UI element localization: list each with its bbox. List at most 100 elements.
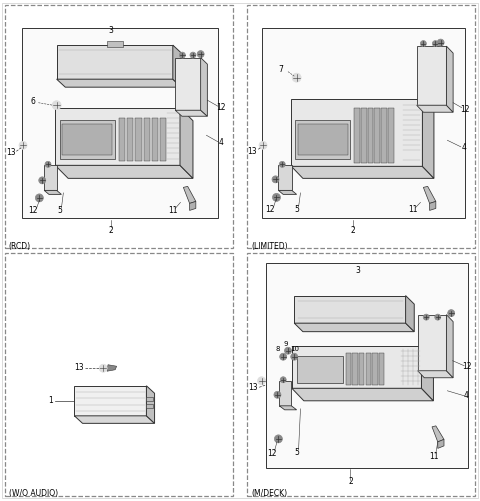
Polygon shape — [295, 120, 350, 159]
Text: 13: 13 — [6, 148, 15, 157]
Polygon shape — [292, 346, 421, 388]
Text: 3: 3 — [108, 26, 113, 35]
Polygon shape — [291, 166, 434, 178]
Polygon shape — [144, 118, 150, 161]
Polygon shape — [183, 186, 196, 203]
Polygon shape — [361, 108, 367, 163]
Polygon shape — [57, 79, 181, 87]
Text: 12: 12 — [462, 362, 471, 371]
Polygon shape — [201, 58, 207, 116]
Circle shape — [279, 161, 285, 167]
Text: (M/DECK): (M/DECK) — [251, 489, 287, 498]
Polygon shape — [135, 118, 142, 161]
Polygon shape — [146, 397, 153, 401]
Text: 5: 5 — [294, 448, 299, 457]
Polygon shape — [388, 108, 394, 163]
Text: 12: 12 — [265, 205, 275, 214]
Polygon shape — [421, 346, 433, 401]
Text: 1: 1 — [48, 396, 53, 405]
Polygon shape — [60, 120, 115, 159]
Text: 2: 2 — [348, 477, 353, 486]
Polygon shape — [107, 41, 123, 47]
Text: 12: 12 — [216, 103, 226, 112]
Polygon shape — [292, 388, 433, 401]
Polygon shape — [432, 426, 444, 442]
Bar — [266, 263, 468, 468]
Circle shape — [272, 176, 279, 183]
Bar — [262, 28, 465, 218]
Circle shape — [432, 41, 438, 47]
Polygon shape — [417, 46, 446, 105]
Text: (LIMITED): (LIMITED) — [251, 242, 288, 251]
Polygon shape — [55, 108, 180, 165]
Polygon shape — [278, 190, 297, 194]
Polygon shape — [291, 99, 422, 166]
Circle shape — [197, 51, 204, 58]
Polygon shape — [297, 356, 343, 383]
Polygon shape — [107, 365, 117, 371]
Text: 11: 11 — [168, 206, 178, 215]
Polygon shape — [44, 165, 57, 190]
Polygon shape — [62, 124, 112, 155]
Polygon shape — [44, 190, 61, 194]
Circle shape — [99, 364, 107, 372]
Polygon shape — [173, 45, 181, 87]
Circle shape — [258, 377, 265, 385]
Circle shape — [291, 353, 298, 360]
Polygon shape — [146, 386, 155, 423]
Circle shape — [52, 101, 61, 110]
Circle shape — [423, 314, 429, 320]
Text: 8: 8 — [275, 346, 280, 352]
Text: 2: 2 — [109, 226, 114, 235]
Circle shape — [280, 377, 286, 383]
Bar — [22, 28, 218, 218]
Circle shape — [45, 161, 51, 167]
Polygon shape — [423, 186, 436, 203]
Polygon shape — [368, 108, 373, 163]
Polygon shape — [446, 46, 453, 112]
Polygon shape — [175, 58, 201, 110]
Circle shape — [190, 52, 196, 58]
Text: 4: 4 — [464, 391, 469, 400]
Polygon shape — [190, 201, 196, 210]
Polygon shape — [180, 108, 193, 178]
Text: (RCD): (RCD) — [9, 242, 31, 251]
Polygon shape — [381, 108, 387, 163]
Polygon shape — [438, 439, 444, 448]
Polygon shape — [160, 118, 166, 161]
Polygon shape — [152, 118, 158, 161]
Circle shape — [275, 435, 282, 443]
Bar — [5, 5, 233, 248]
Polygon shape — [279, 406, 297, 410]
Circle shape — [292, 73, 301, 82]
Polygon shape — [74, 416, 155, 423]
Circle shape — [420, 41, 426, 47]
Text: 4: 4 — [461, 143, 466, 152]
Polygon shape — [279, 381, 291, 406]
Circle shape — [180, 52, 185, 58]
Polygon shape — [352, 353, 358, 385]
Text: 4: 4 — [218, 138, 223, 147]
Text: 13: 13 — [249, 383, 258, 392]
Text: 7: 7 — [278, 65, 283, 74]
Polygon shape — [374, 108, 380, 163]
Polygon shape — [354, 108, 360, 163]
Text: (W/O AUDIO): (W/O AUDIO) — [9, 489, 58, 498]
Polygon shape — [430, 201, 436, 210]
Text: 12: 12 — [28, 206, 37, 215]
Text: 12: 12 — [460, 105, 469, 114]
Polygon shape — [175, 110, 207, 116]
Circle shape — [280, 353, 287, 360]
Bar — [247, 5, 475, 248]
Polygon shape — [278, 165, 292, 190]
Polygon shape — [74, 386, 146, 416]
Circle shape — [19, 141, 27, 149]
Polygon shape — [418, 371, 453, 378]
Polygon shape — [127, 118, 133, 161]
Polygon shape — [55, 165, 193, 178]
Circle shape — [285, 347, 291, 354]
Text: 3: 3 — [355, 266, 360, 275]
Polygon shape — [372, 353, 378, 385]
Circle shape — [39, 177, 46, 184]
Polygon shape — [294, 323, 414, 332]
